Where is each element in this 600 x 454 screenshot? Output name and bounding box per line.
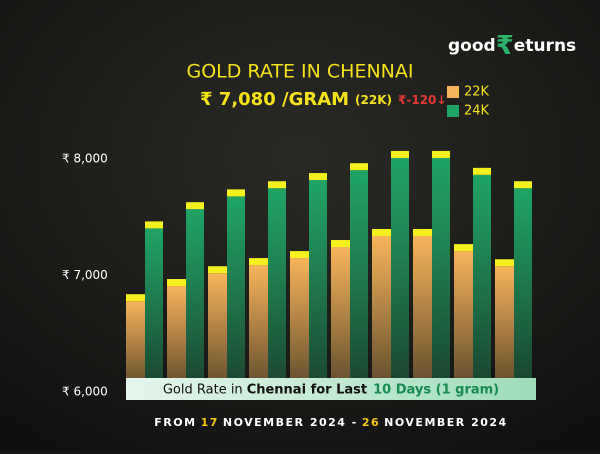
banner-box [126, 378, 536, 400]
legend-swatch [447, 105, 459, 117]
bar-cap [413, 228, 432, 236]
bar [331, 247, 350, 392]
legend-label: 24K [464, 104, 490, 119]
bar-cap [126, 294, 145, 302]
bar [186, 209, 204, 392]
bar [126, 301, 145, 392]
bar [290, 258, 309, 392]
bar [413, 235, 432, 392]
bar-cap [268, 181, 286, 189]
bar [454, 251, 473, 392]
bar-cap [227, 189, 245, 197]
bar-cap [249, 258, 268, 266]
footer-text: FROM 17 NOVEMBER 2024 -26 NOVEMBER 2024 [154, 416, 507, 429]
bar [495, 266, 514, 392]
bar-cap [290, 251, 309, 259]
bar [145, 228, 163, 392]
bar [514, 188, 532, 392]
legend-label: 22K [464, 85, 490, 100]
bar [268, 188, 286, 392]
bar-cap [186, 202, 204, 210]
bar-cap [391, 150, 409, 158]
bar-cap [309, 173, 327, 181]
bar-cap [167, 279, 186, 287]
bar-cap [514, 181, 532, 189]
y-tick-label: ₹ 8,000 [62, 152, 108, 166]
bar [350, 170, 368, 392]
bar [391, 157, 409, 392]
bar-cap [432, 150, 450, 158]
chart-title: GOLD RATE IN CHENNAI [187, 61, 414, 83]
bar [208, 273, 227, 392]
y-tick-label: ₹ 6,000 [62, 385, 108, 399]
bar-cap [372, 228, 391, 236]
banner-text: Gold Rate in Chennai for Last 10 Days (1 g… [163, 382, 499, 397]
bar-cap [208, 266, 227, 274]
bar [167, 286, 186, 392]
price-line: ₹ 7,080 /GRAM (22K) ₹-120↓ [200, 89, 446, 110]
brand-logo: good₹eturns [448, 31, 576, 61]
bar-cap [495, 259, 514, 267]
bar [249, 265, 268, 392]
y-tick-label: ₹ 7,000 [62, 268, 108, 282]
bar-cap [350, 163, 368, 171]
bar-cap [331, 240, 350, 248]
bar-cap [454, 244, 473, 252]
legend-swatch [447, 86, 459, 98]
bar [309, 180, 327, 392]
bar-cap [145, 221, 163, 229]
bar [372, 235, 391, 392]
bar-cap [473, 167, 491, 175]
bar [227, 196, 245, 392]
bar [473, 174, 491, 392]
bar [432, 157, 450, 392]
